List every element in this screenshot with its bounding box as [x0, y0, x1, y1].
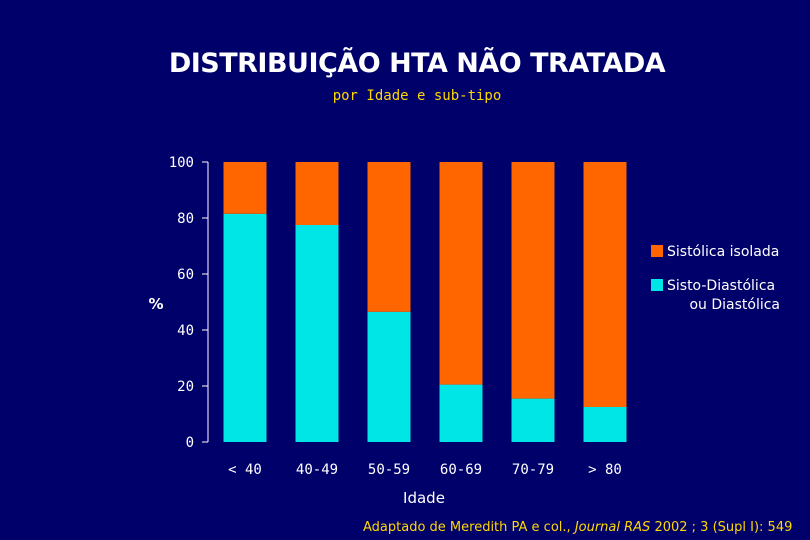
legend-swatch	[651, 279, 663, 291]
y-tick-label: 0	[186, 435, 194, 451]
bar-segment-sisto-diastolica	[223, 213, 267, 442]
x-tick-label: < 40	[228, 462, 262, 478]
chart-subtitle: por Idade e sub-tipo	[332, 88, 502, 104]
bar-segment-sistolica	[439, 162, 483, 385]
y-axis-title: %	[148, 295, 163, 313]
y-tick-label: 80	[177, 211, 194, 227]
citation-journal: Journal RAS	[574, 520, 651, 535]
citation-prefix: Adaptado de Meredith PA e col.,	[363, 520, 571, 535]
y-tick-label: 100	[169, 155, 194, 171]
legend-label: Sisto-Diastólica	[667, 278, 775, 294]
y-tick-label: 40	[177, 323, 194, 339]
bar-segment-sisto-diastolica	[295, 225, 339, 442]
bar-segment-sistolica	[295, 162, 339, 225]
legend-label: Sistólica isolada	[667, 244, 779, 260]
chart-title: DISTRIBUIÇÃO HTA NÃO TRATADA	[168, 48, 666, 79]
x-axis-title: Idade	[403, 489, 445, 507]
bar-segment-sistolica	[583, 162, 627, 407]
x-tick-label: > 80	[588, 462, 622, 478]
bar-segment-sisto-diastolica	[367, 311, 411, 442]
bar-segment-sisto-diastolica	[583, 407, 627, 442]
bar-segment-sisto-diastolica	[439, 384, 483, 442]
bar-segment-sistolica	[367, 162, 411, 312]
x-tick-label: 60-69	[440, 462, 482, 478]
citation-suffix: 2002 ; 3 (Supl I): 549	[654, 520, 793, 535]
y-tick-label: 20	[177, 379, 194, 395]
bar-segment-sistolica	[223, 162, 267, 214]
y-tick-label: 60	[177, 267, 194, 283]
x-tick-label: 40-49	[296, 462, 338, 478]
legend-label: ou Diastólica	[689, 297, 780, 313]
legend-swatch	[651, 245, 663, 257]
bar-segment-sistolica	[511, 162, 555, 399]
x-tick-label: 50-59	[368, 462, 410, 478]
x-tick-label: 70-79	[512, 462, 554, 478]
source-citation: Adaptado de Meredith PA e col., Journal …	[363, 520, 792, 535]
bar-segment-sisto-diastolica	[511, 398, 555, 442]
